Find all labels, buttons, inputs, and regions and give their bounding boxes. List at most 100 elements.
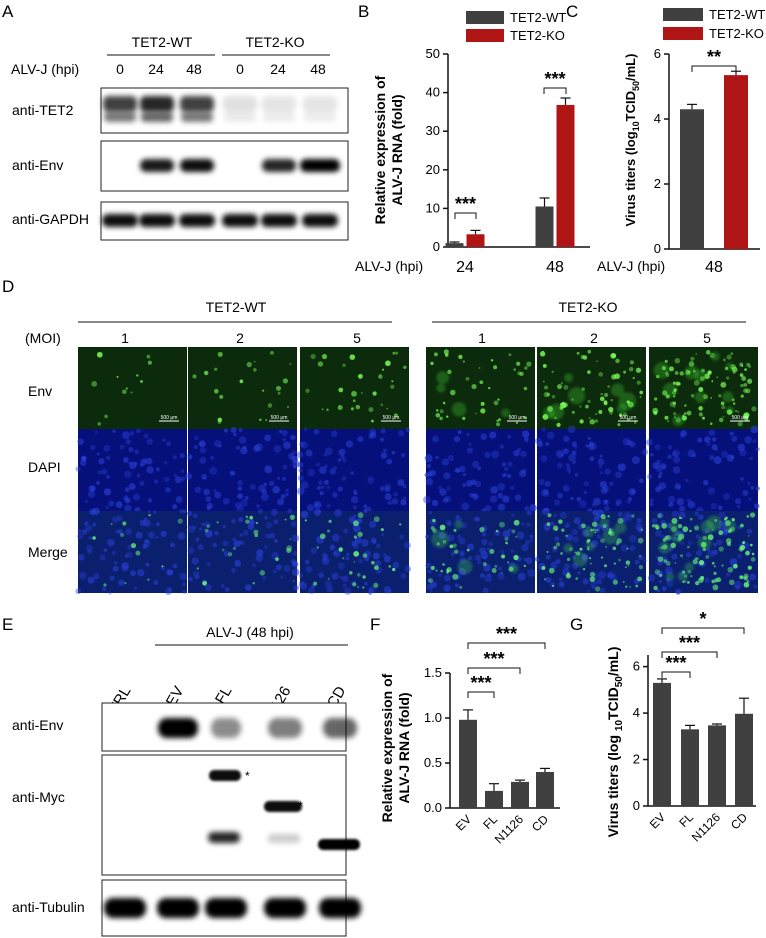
- nucleus: [133, 586, 138, 591]
- env-signal: [148, 513, 151, 517]
- band: [300, 159, 340, 172]
- nucleus: [172, 563, 178, 569]
- nucleus: [290, 434, 296, 441]
- nucleus: [238, 516, 244, 523]
- alvj-hpi-label: ALV-J (hpi): [11, 61, 79, 77]
- nucleus: [430, 581, 438, 589]
- nucleus: [331, 572, 339, 580]
- nucleus: [474, 481, 482, 488]
- nucleus: [384, 486, 390, 493]
- significance-label: ***: [483, 649, 504, 669]
- nucleus: [523, 437, 529, 442]
- env-signal: [661, 523, 668, 529]
- nucleus: [264, 434, 272, 442]
- nucleus: [113, 560, 118, 565]
- env-signal: [342, 363, 346, 368]
- nucleus: [674, 483, 681, 490]
- y-axis-label-line1: Relative expression of: [379, 673, 395, 822]
- nucleus: [345, 552, 350, 557]
- nucleus: [155, 535, 159, 539]
- nucleus: [220, 584, 225, 589]
- legend-label-wt: TET2-WT: [510, 10, 566, 25]
- env-signal: [342, 557, 345, 560]
- nucleus: [337, 458, 341, 462]
- nucleus: [122, 431, 130, 440]
- env-signal: [579, 547, 583, 551]
- nucleus: [339, 575, 343, 580]
- nucleus: [466, 543, 475, 551]
- nucleus: [655, 486, 662, 493]
- nucleus: [667, 495, 676, 504]
- env-signal: [135, 550, 141, 556]
- nucleus: [587, 436, 591, 440]
- nucleus: [308, 587, 315, 594]
- nucleus: [129, 461, 137, 470]
- env-cluster: [602, 528, 619, 545]
- env-signal: [726, 354, 732, 360]
- merge-image: [78, 511, 187, 593]
- env-cluster: [710, 352, 720, 361]
- env-signal: [712, 584, 719, 591]
- nucleus: [405, 427, 410, 432]
- nucleus: [737, 443, 746, 452]
- env-signal: [253, 529, 259, 535]
- nucleus: [115, 501, 123, 509]
- env-signal: [270, 350, 274, 355]
- nucleus: [731, 435, 738, 442]
- nucleus: [103, 548, 108, 552]
- env-signal: [629, 360, 634, 365]
- nucleus: [318, 466, 327, 474]
- nucleus: [352, 523, 361, 532]
- nucleus: [713, 456, 722, 465]
- nucleus: [443, 584, 451, 592]
- band: [268, 718, 302, 738]
- env-signal: [357, 531, 363, 537]
- significance-bracket: [661, 627, 745, 634]
- env-signal: [352, 582, 357, 587]
- nucleus: [499, 444, 504, 449]
- nucleus: [210, 455, 215, 460]
- moi-value: 5: [353, 330, 361, 346]
- env-signal: [122, 389, 127, 395]
- nucleus: [103, 488, 112, 496]
- y-axis-label: Virus titers (log 10TCID50/mL): [605, 647, 625, 838]
- nucleus: [524, 506, 530, 512]
- nucleus: [723, 493, 730, 500]
- nucleus: [599, 454, 603, 458]
- env-signal: [659, 573, 663, 577]
- env-signal: [403, 365, 407, 369]
- env-signal: [657, 556, 664, 562]
- env-signal: [746, 580, 750, 583]
- nucleus: [753, 584, 758, 589]
- bar: [536, 772, 554, 808]
- nucleus: [391, 498, 399, 505]
- env-signal: [688, 361, 695, 367]
- env-signal: [582, 355, 588, 360]
- env-signal: [110, 523, 113, 526]
- env-signal: [508, 353, 512, 357]
- nucleus: [369, 428, 376, 436]
- env-signal: [721, 405, 726, 410]
- nucleus: [338, 448, 346, 456]
- env-signal: [259, 418, 262, 421]
- env-signal: [739, 544, 746, 551]
- nucleus: [457, 430, 462, 435]
- nucleus: [446, 486, 451, 491]
- nucleus: [671, 510, 679, 518]
- y-tick-label: 40: [426, 85, 440, 100]
- nucleus: [194, 574, 200, 580]
- nucleus: [81, 455, 86, 461]
- nucleus: [586, 589, 591, 594]
- nucleus: [694, 511, 699, 516]
- nucleus: [177, 532, 186, 540]
- env-signal: [731, 366, 738, 373]
- nucleus: [422, 495, 431, 504]
- nucleus: [285, 492, 289, 497]
- env-signal: [97, 422, 101, 426]
- nucleus: [545, 442, 550, 446]
- nucleus: [244, 496, 249, 501]
- timepoint-label: 48: [310, 61, 326, 77]
- env-signal: [657, 513, 662, 519]
- nucleus: [224, 587, 230, 592]
